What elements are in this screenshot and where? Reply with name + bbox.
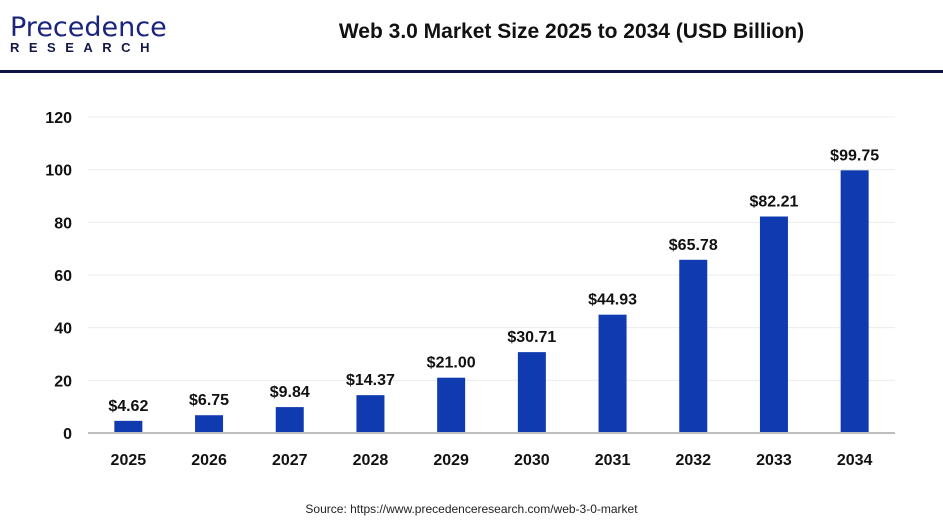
- y-tick-label: 80: [54, 215, 72, 232]
- data-label: $30.71: [507, 329, 556, 346]
- source-note: Source: https://www.precedenceresearch.c…: [305, 502, 638, 516]
- x-tick-label: 2025: [111, 452, 147, 469]
- x-tick-label: 2028: [353, 452, 389, 469]
- y-tick-label: 120: [45, 110, 72, 127]
- y-tick-label: 0: [63, 426, 72, 443]
- bar-2026: [195, 415, 224, 433]
- bar-2025: [114, 420, 143, 433]
- x-tick-label: 2032: [675, 452, 711, 469]
- y-tick-label: 60: [54, 268, 72, 285]
- data-label: $65.78: [669, 237, 718, 254]
- bar-2030: [517, 352, 546, 433]
- chart-title: Web 3.0 Market Size 2025 to 2034 (USD Bi…: [338, 20, 805, 43]
- header-divider: [0, 70, 943, 73]
- data-label: $82.21: [749, 194, 798, 211]
- y-tick-label: 40: [54, 321, 72, 338]
- logo-brand: Precedence: [10, 12, 167, 43]
- x-tick-label: 2031: [595, 452, 631, 469]
- bar-2029: [437, 377, 466, 433]
- data-label: $9.84: [270, 384, 310, 401]
- x-tick-label: 2033: [756, 452, 792, 469]
- x-tick-label: 2029: [433, 452, 469, 469]
- x-tick-label: 2026: [191, 452, 227, 469]
- data-label: $21.00: [427, 355, 476, 372]
- bar-2031: [598, 314, 627, 433]
- logo-sub: RESEARCH: [10, 40, 159, 55]
- data-label: $6.75: [189, 392, 229, 409]
- bar-2033: [759, 216, 788, 433]
- bar-2032: [679, 259, 708, 433]
- data-label: $14.37: [346, 372, 395, 389]
- y-tick-label: 20: [54, 373, 72, 390]
- x-tick-label: 2027: [272, 452, 308, 469]
- data-label: $99.75: [830, 147, 879, 164]
- y-tick-label: 100: [45, 163, 72, 180]
- data-label: $4.62: [108, 398, 148, 415]
- bar-2028: [356, 395, 385, 433]
- logo: Precedence RESEARCH: [10, 12, 167, 56]
- bar-2034: [840, 170, 869, 433]
- x-tick-label: 2034: [837, 452, 873, 469]
- data-label: $44.93: [588, 292, 637, 309]
- bar-2027: [275, 407, 304, 433]
- x-tick-label: 2030: [514, 452, 550, 469]
